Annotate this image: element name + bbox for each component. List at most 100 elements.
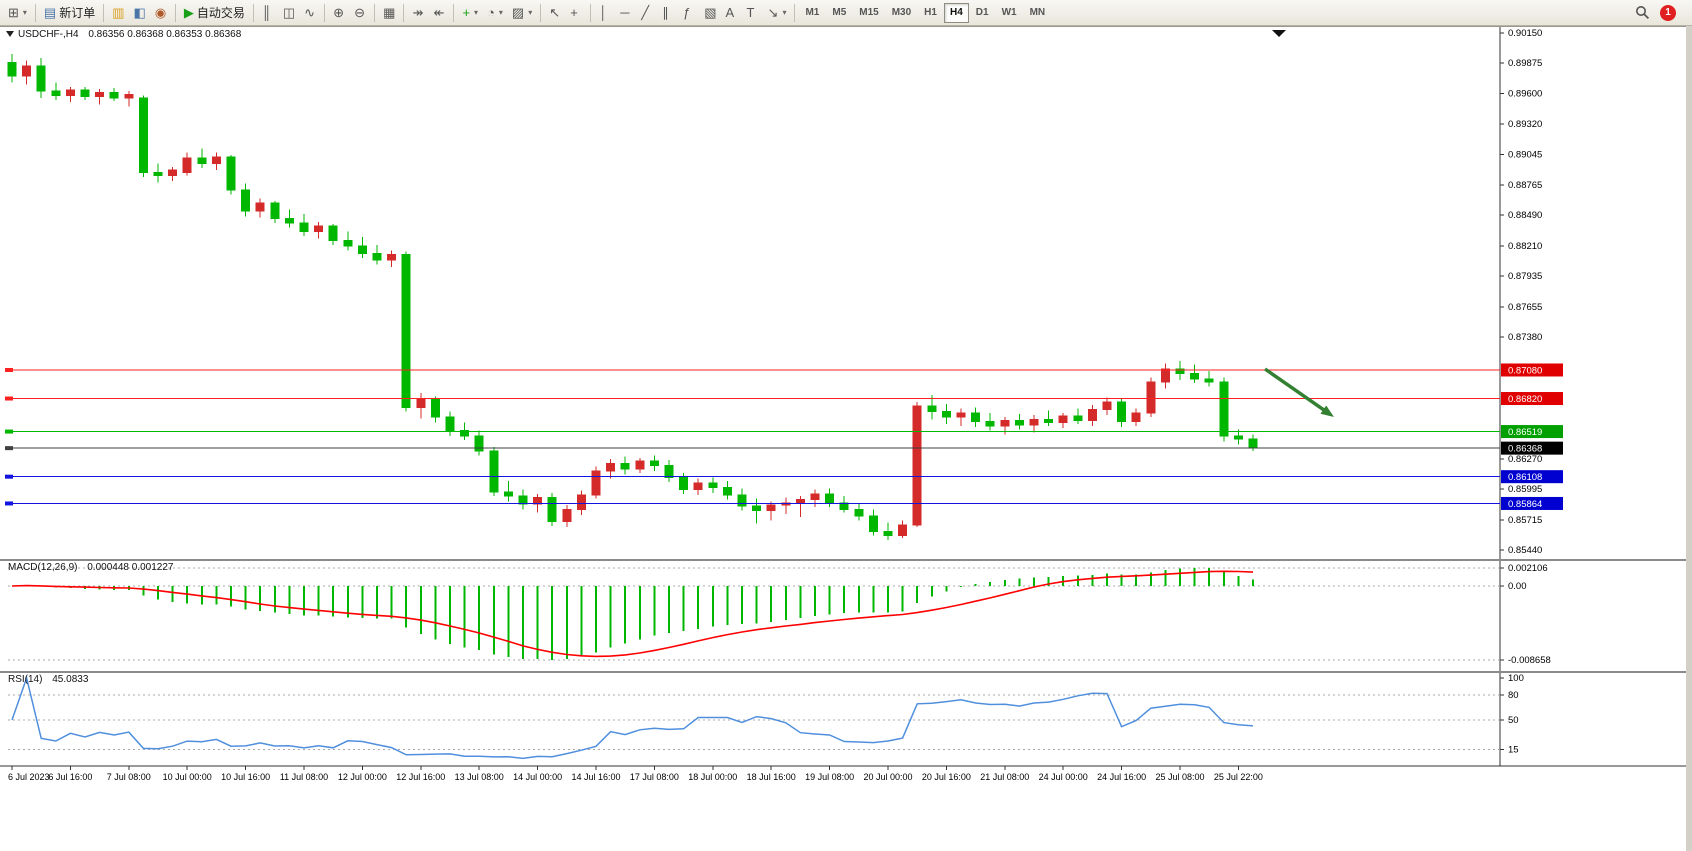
macd-histogram — [25, 568, 1254, 660]
new-chart-caret-icon: ▾ — [22, 8, 27, 17]
price-axis-labels: 0.90150 0.89875 0.89600 0.89320 0.89045 0.887… — [1500, 28, 1542, 556]
candlestick-chart-button[interactable]: ◫ — [279, 2, 299, 24]
svg-text:50: 50 — [1508, 715, 1519, 726]
tile-windows-button[interactable]: ▦ — [379, 2, 399, 24]
svg-text:10 Jul 00:00: 10 Jul 00:00 — [163, 772, 212, 782]
scroll-to-end-icon[interactable] — [1272, 30, 1286, 37]
fibonacci-icon: ƒ — [683, 5, 691, 20]
data-window-icon: ◧ — [133, 5, 146, 20]
price-level-lines: 0.87080 0.86820 0.86519 0.86368 0.86108 0.858… — [5, 363, 1563, 510]
fibonacci-button[interactable]: ƒ — [679, 2, 699, 24]
horizontal-line-button[interactable]: ─ — [616, 2, 636, 24]
timeframe-h1-button[interactable]: H1 — [924, 7, 937, 18]
bar-chart-icon: ║ — [261, 5, 272, 20]
svg-text:0.85864: 0.85864 — [1508, 499, 1542, 510]
timeframe-w1-button[interactable]: W1 — [1001, 7, 1017, 18]
svg-text:10 Jul 16:00: 10 Jul 16:00 — [221, 772, 270, 782]
svg-text:6 Jul 16:00: 6 Jul 16:00 — [48, 772, 92, 782]
timeframe-m15-button[interactable]: M15 — [859, 7, 879, 18]
toolbar-separator — [453, 3, 455, 22]
notification-badge[interactable]: 1 — [1660, 4, 1676, 21]
main-toolbar: ⊞ ▾ ▤ 新订单 ▥ ◧ ◉ ▶ 自动交易 ║ ◫ ∿ ⊕ ⊖ ▦ ↠ ↞ + ▾ ◔ ▾ ▨ ▾ ↖ + │ ─ ╱ ∥ ƒ ▧ A T ↘ ▾… — [0, 0, 1692, 26]
svg-text:14 Jul 00:00: 14 Jul 00:00 — [513, 772, 562, 782]
level-left-marker — [5, 396, 13, 401]
zoom-out-button[interactable]: ⊖ — [350, 2, 370, 24]
data-window-button[interactable]: ◧ — [130, 2, 150, 24]
svg-text:0.86368: 0.86368 — [1508, 444, 1542, 455]
level-left-marker — [5, 367, 13, 372]
toolbar-separator — [374, 3, 376, 22]
svg-text:0.86519: 0.86519 — [1508, 427, 1542, 438]
svg-text:0.86270: 0.86270 — [1508, 454, 1542, 465]
templates-button[interactable]: ▨ ▾ — [508, 2, 536, 24]
toolbar-separator — [403, 3, 405, 22]
vertical-line-button[interactable]: │ — [595, 2, 615, 24]
trendline-button[interactable]: ╱ — [637, 2, 657, 24]
cursor-icon: ↖ — [549, 5, 561, 20]
autotrading-label: 自动交易 — [196, 6, 245, 20]
timeframe-h4-button[interactable]: H4 — [943, 2, 969, 23]
chart-shift-icon: ↞ — [433, 5, 445, 20]
toolbar-right-group: 1 — [1635, 4, 1688, 21]
svg-text:24 Jul 16:00: 24 Jul 16:00 — [1097, 772, 1146, 782]
autotrading-icon: ▶ — [183, 5, 194, 20]
timeframe-m5-button[interactable]: M5 — [832, 7, 847, 18]
new-order-icon: ▤ — [43, 5, 57, 20]
periods-button[interactable]: ◔ ▾ — [483, 2, 507, 24]
svg-text:100: 100 — [1508, 673, 1524, 684]
search-icon[interactable] — [1635, 5, 1650, 20]
shapes-button[interactable]: ▧ — [700, 2, 720, 24]
svg-text:25 Jul 22:00: 25 Jul 22:00 — [1214, 772, 1263, 782]
crosshair-button[interactable]: + — [566, 2, 586, 24]
trendline-icon: ╱ — [641, 5, 650, 20]
auto-scroll-button[interactable]: ↠ — [408, 2, 428, 24]
svg-text:0.88765: 0.88765 — [1508, 180, 1542, 191]
price-badge — [1501, 392, 1563, 406]
price-badge — [1501, 441, 1563, 455]
new-chart-icon: ⊞ — [8, 5, 19, 20]
timeframe-mn-button[interactable]: MN — [1029, 7, 1046, 18]
chart-shift-button[interactable]: ↞ — [429, 2, 449, 24]
new-chart-button[interactable]: ⊞ ▾ — [4, 2, 31, 24]
bar-chart-button[interactable]: ║ — [258, 2, 278, 24]
equidistant-channel-button[interactable]: ∥ — [658, 2, 678, 24]
svg-text:20 Jul 16:00: 20 Jul 16:00 — [922, 772, 971, 782]
text-icon: A — [725, 5, 735, 20]
timeframe-d1-button[interactable]: D1 — [975, 7, 989, 18]
toolbar-separator — [103, 3, 105, 22]
svg-text:0.88210: 0.88210 — [1508, 241, 1542, 252]
level-left-marker — [5, 501, 13, 506]
svg-text:0.85715: 0.85715 — [1508, 515, 1542, 526]
arrows-list-button[interactable]: ↘ ▾ — [764, 2, 791, 24]
svg-text:0.89600: 0.89600 — [1508, 88, 1542, 99]
price-badge — [1501, 470, 1563, 484]
tile-windows-icon: ▦ — [383, 5, 396, 20]
market-watch-icon: ▥ — [112, 5, 125, 20]
indicators-icon: + — [462, 5, 471, 20]
zoom-in-button[interactable]: ⊕ — [329, 2, 349, 24]
svg-text:12 Jul 16:00: 12 Jul 16:00 — [396, 772, 445, 782]
symbol-dropdown-icon[interactable] — [6, 31, 14, 37]
text-label-button[interactable]: T — [743, 2, 763, 24]
cursor-button[interactable]: ↖ — [545, 2, 565, 24]
level-left-marker — [5, 446, 13, 451]
new-order-button[interactable]: ▤ 新订单 — [40, 2, 99, 24]
svg-text:80: 80 — [1508, 690, 1519, 701]
text-button[interactable]: A — [722, 2, 742, 24]
new-order-label: 新订单 — [59, 6, 96, 20]
svg-text:0.89875: 0.89875 — [1508, 58, 1542, 69]
svg-text:0.88490: 0.88490 — [1508, 210, 1542, 221]
market-watch-button[interactable]: ▥ — [108, 2, 128, 24]
svg-text:6 Jul 2023: 6 Jul 2023 — [8, 772, 50, 782]
trend-arrow-annotation[interactable] — [1264, 367, 1334, 417]
timeframe-m30-button[interactable]: M30 — [891, 7, 912, 18]
level-left-marker — [5, 474, 13, 479]
timeframe-m1-button[interactable]: M1 — [805, 7, 820, 18]
line-chart-button[interactable]: ∿ — [300, 2, 320, 24]
candlestick-chart-icon: ◫ — [282, 5, 296, 20]
vertical-line-icon: │ — [599, 5, 608, 20]
navigator-button[interactable]: ◉ — [151, 2, 171, 24]
indicators-button[interactable]: + ▾ — [458, 2, 482, 24]
autotrading-button[interactable]: ▶ 自动交易 — [180, 2, 249, 24]
